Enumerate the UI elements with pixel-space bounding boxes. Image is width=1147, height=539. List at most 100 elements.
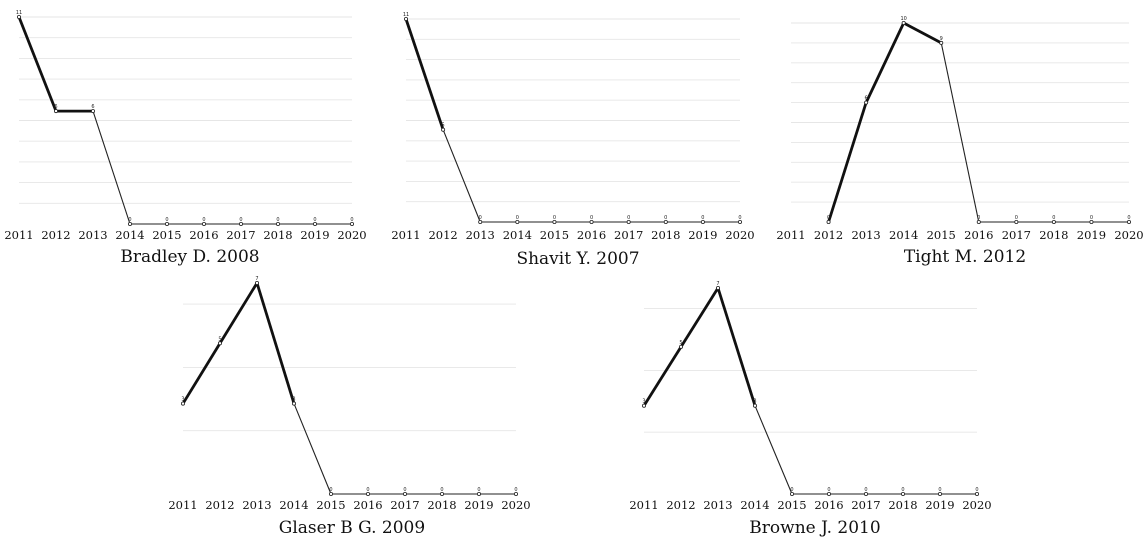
data-point: [403, 16, 408, 21]
x-tick-label: 2015: [316, 498, 345, 512]
point-label: 0: [313, 217, 316, 223]
data-point: [753, 403, 758, 408]
point-label: 3: [753, 399, 756, 405]
data-point: [478, 219, 483, 224]
point-label: 0: [627, 215, 630, 221]
data-point: [439, 491, 444, 496]
point-label: 0: [516, 215, 519, 221]
data-point: [514, 491, 519, 496]
data-point: [1051, 219, 1056, 224]
x-tick-label: 2014: [503, 228, 532, 242]
point-label: 5: [218, 336, 221, 342]
x-tick-label: 2015: [540, 228, 569, 242]
x-tick-label: 2019: [300, 228, 329, 242]
x-tick-label: 2017: [851, 498, 880, 512]
data-point: [291, 401, 296, 406]
point-label: 0: [276, 217, 279, 223]
data-point: [679, 344, 684, 349]
data-point: [180, 401, 185, 406]
data-point: [254, 280, 259, 285]
point-label: 0: [1015, 215, 1018, 221]
point-label: 0: [440, 487, 443, 493]
x-tick-label: 2019: [1077, 228, 1106, 242]
point-label: 0: [977, 215, 980, 221]
data-point: [54, 109, 59, 114]
data-point: [975, 491, 980, 496]
x-tick-label: 2017: [390, 498, 419, 512]
point-label: 11: [16, 10, 22, 16]
data-point: [642, 403, 647, 408]
point-label: 0: [239, 217, 242, 223]
data-point: [864, 491, 869, 496]
x-tick-label: 2013: [703, 498, 732, 512]
data-point: [976, 219, 981, 224]
x-tick-label: 2017: [1002, 228, 1031, 242]
data-point: [738, 219, 743, 224]
x-tick-label: 2016: [814, 498, 843, 512]
x-tick-label: 2017: [614, 228, 643, 242]
chart-title: Tight M. 2012: [904, 247, 1026, 267]
chart-title: Bradley D. 2008: [120, 247, 259, 267]
point-label: 0: [202, 217, 205, 223]
point-label: 0: [1090, 215, 1093, 221]
data-point: [201, 221, 206, 226]
data-point: [626, 219, 631, 224]
data-point: [441, 127, 446, 132]
chart-title: Glaser B G. 2009: [279, 518, 425, 538]
chart-panel-2: 11 5 0 0 0 0 0 0 0 0 2011 2012 2013 2014 2015 2016 2017 2…: [391, 12, 754, 269]
data-point: [901, 20, 906, 25]
x-tick-label: 2020: [337, 228, 366, 242]
data-point: [217, 341, 222, 346]
burst-segment: [404, 18, 445, 131]
chart-panel-5: 3 5 7 3 0 0 0 0 0 0 2011 2012 2013 2014 2015 2016 2017 20…: [629, 281, 991, 538]
burst-segment: [181, 342, 222, 405]
x-tick-label: 2018: [263, 228, 292, 242]
data-point: [164, 221, 169, 226]
data-point: [938, 491, 943, 496]
x-tick-label: 2012: [814, 228, 843, 242]
x-tick-label: 2020: [501, 498, 530, 512]
point-label: 0: [864, 487, 867, 493]
line-segment: [940, 42, 980, 223]
data-point: [365, 491, 370, 496]
data-point: [476, 491, 481, 496]
x-tick-label: 2020: [725, 228, 754, 242]
burst-segment: [255, 282, 296, 404]
x-tick-label: 2018: [427, 498, 456, 512]
data-point: [91, 109, 96, 114]
x-tick-label: 2015: [777, 498, 806, 512]
x-tick-label: 2018: [1039, 228, 1068, 242]
x-tick-label: 2012: [428, 228, 457, 242]
point-label: 5: [679, 340, 682, 346]
data-point: [1014, 219, 1019, 224]
point-label: 0: [350, 217, 353, 223]
point-label: 0: [827, 215, 830, 221]
point-label: 0: [165, 217, 168, 223]
data-point: [700, 219, 705, 224]
point-label: 0: [1052, 215, 1055, 221]
data-point: [328, 491, 333, 496]
x-tick-label: 2018: [651, 228, 680, 242]
point-label: 0: [664, 215, 667, 221]
point-label: 11: [403, 12, 409, 18]
burst-segment: [903, 21, 942, 45]
data-point: [716, 285, 721, 290]
x-tick-label: 2019: [925, 498, 954, 512]
line-segment: [442, 129, 481, 223]
point-label: 0: [827, 487, 830, 493]
x-tick-label: 2014: [279, 498, 308, 512]
data-point: [939, 40, 944, 45]
x-tick-label: 2016: [577, 228, 606, 242]
point-label: 0: [590, 215, 593, 221]
x-tick-label: 2013: [851, 228, 880, 242]
point-label: 0: [1127, 215, 1130, 221]
data-point: [312, 221, 317, 226]
data-point: [864, 100, 869, 105]
x-tick-label: 2020: [962, 498, 991, 512]
point-label: 7: [716, 281, 719, 287]
x-tick-label: 2013: [78, 228, 107, 242]
point-label: 7: [255, 276, 258, 282]
data-point: [127, 221, 132, 226]
chart-title: Browne J. 2010: [749, 518, 880, 538]
